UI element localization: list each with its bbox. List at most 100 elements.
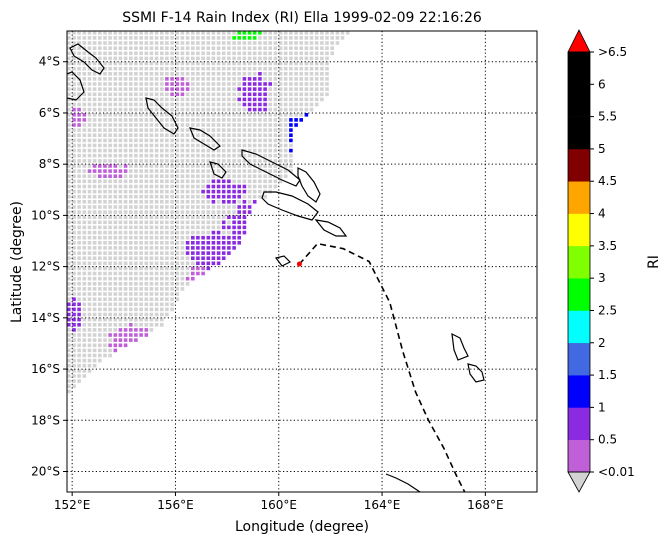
swath-cell	[252, 138, 257, 143]
swath-cell	[129, 133, 133, 137]
swath-cell	[258, 66, 262, 71]
swath-cell	[134, 292, 138, 296]
swath-cell	[87, 128, 92, 132]
swath-cell	[304, 72, 309, 76]
swath-cell	[165, 41, 169, 45]
swath-cell	[103, 159, 107, 163]
swath-cell	[242, 174, 247, 178]
swath-cell	[232, 220, 236, 225]
swath-cell	[211, 61, 216, 66]
swath-cell	[103, 333, 107, 337]
swath-cell	[118, 143, 123, 148]
swath-cell	[134, 153, 138, 158]
swath-cell	[170, 297, 174, 301]
swath-cell	[263, 97, 267, 102]
swath-cell	[320, 31, 324, 35]
swath-cell	[227, 31, 231, 35]
swath-cell	[273, 77, 278, 81]
swath-cell	[196, 205, 200, 209]
swath-cell	[123, 307, 128, 312]
swath-cell	[289, 61, 293, 66]
y-tick-label: 4°S	[39, 55, 60, 69]
swath-cell	[139, 307, 143, 312]
swath-cell	[216, 36, 221, 40]
swath-cell	[154, 261, 159, 266]
swath-cell	[232, 241, 236, 245]
swath-cell	[247, 77, 252, 81]
swath-cell	[123, 36, 128, 40]
swath-cell	[227, 51, 231, 56]
swath-cell	[144, 31, 149, 35]
swath-cell	[283, 72, 288, 76]
swath-cell	[139, 72, 143, 76]
swath-cell	[98, 189, 102, 194]
swath-cell	[242, 205, 247, 209]
swath-cell	[154, 87, 159, 91]
swath-cell	[72, 164, 76, 168]
swath-cell	[263, 184, 267, 189]
swath-cell	[113, 31, 118, 35]
swath-cell	[201, 200, 205, 204]
swath-cell	[87, 169, 92, 173]
swath-cell	[165, 210, 169, 214]
swath-cell	[87, 164, 92, 168]
swath-cell	[211, 159, 216, 163]
swath-cell	[232, 174, 236, 178]
swath-cell	[268, 92, 272, 97]
swath-cell	[268, 169, 272, 173]
swath-cell	[247, 174, 252, 178]
swath-cell	[211, 194, 216, 199]
swath-cell	[242, 138, 247, 143]
swath-cell	[180, 82, 185, 86]
swath-cell	[92, 266, 97, 271]
swath-cell	[72, 261, 76, 266]
swath-cell	[87, 102, 92, 107]
swath-cell	[118, 123, 123, 127]
swath-cell	[191, 138, 195, 143]
swath-cell	[175, 46, 180, 50]
swath-cell	[134, 205, 138, 209]
swath-cell	[232, 113, 236, 117]
swath-cell	[237, 102, 241, 107]
swath-cell	[144, 266, 149, 271]
swath-cell	[242, 56, 247, 61]
swath-cell	[160, 153, 164, 158]
swath-cell	[139, 287, 143, 291]
swath-cell	[129, 72, 133, 76]
swath-cell	[87, 297, 92, 301]
swath-cell	[67, 363, 71, 368]
swath-cell	[216, 153, 221, 158]
swath-cell	[268, 51, 272, 56]
swath-cell	[103, 123, 107, 127]
swath-cell	[144, 82, 149, 86]
colorbar-tick-label: >6.5	[598, 45, 627, 59]
swath-cell	[283, 66, 288, 71]
swath-cell	[221, 143, 226, 148]
swath-cell	[118, 46, 123, 50]
swath-cell	[165, 184, 169, 189]
swath-cell	[216, 235, 221, 240]
swath-cell	[268, 148, 272, 153]
swath-cell	[67, 374, 71, 378]
swath-cell	[232, 31, 236, 35]
swath-cell	[154, 133, 159, 137]
swath-cell	[87, 46, 92, 50]
swath-cell	[129, 41, 133, 45]
swath-cell	[268, 102, 272, 107]
swath-cell	[149, 169, 154, 173]
swath-cell	[82, 241, 87, 245]
swath-cell	[289, 153, 293, 158]
swath-cell	[263, 113, 267, 117]
swath-cell	[237, 46, 241, 50]
swath-cell	[108, 159, 112, 163]
swath-cell	[216, 113, 221, 117]
swath-cell	[196, 133, 200, 137]
swath-cell	[134, 261, 138, 266]
swath-cell	[201, 153, 205, 158]
swath-cell	[232, 123, 236, 127]
swath-cell	[180, 164, 185, 168]
swath-cell	[103, 143, 107, 148]
swath-cell	[129, 271, 133, 276]
swath-cell	[87, 292, 92, 296]
